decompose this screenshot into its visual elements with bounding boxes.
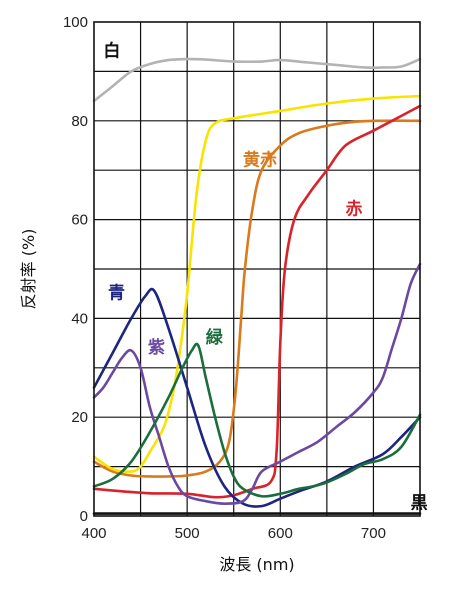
series-label: 白 (103, 41, 120, 62)
series-line-黄 (92, 94, 422, 473)
y-tick-label: 40 (71, 310, 88, 327)
series-line-黄赤 (92, 119, 422, 478)
series-label: 青 (108, 283, 125, 304)
series-line-赤 (92, 104, 422, 499)
plot-frame (93, 21, 421, 517)
y-tick-label: 0 (80, 508, 88, 525)
x-tick-label: 700 (361, 525, 386, 542)
series-label: 赤 (345, 199, 362, 220)
y-tick-label: 80 (71, 113, 88, 130)
x-tick-label: 600 (268, 525, 293, 542)
series-label: 紫 (148, 337, 165, 358)
y-tick-label: 100 (63, 14, 88, 31)
x-tick-label: 400 (81, 525, 106, 542)
series-line-白 (92, 57, 422, 103)
x-axis-label: 波長 (nm) (219, 555, 294, 574)
series-curves (92, 57, 422, 515)
x-tick-label: 500 (175, 525, 200, 542)
y-tick-label: 60 (71, 212, 88, 229)
y-axis-label: 反射率 (%) (19, 229, 38, 310)
series-line-紫 (92, 262, 422, 505)
series-line-緑 (92, 342, 422, 498)
series-line-青 (92, 287, 422, 508)
tick-labels: 400 500 600 700 0 20 40 60 80 100 (63, 14, 386, 542)
series-label: 黒 (411, 494, 428, 514)
series-label: 黄赤 (243, 149, 277, 170)
series-label: 緑 (206, 327, 224, 348)
y-tick-label: 20 (71, 409, 88, 426)
